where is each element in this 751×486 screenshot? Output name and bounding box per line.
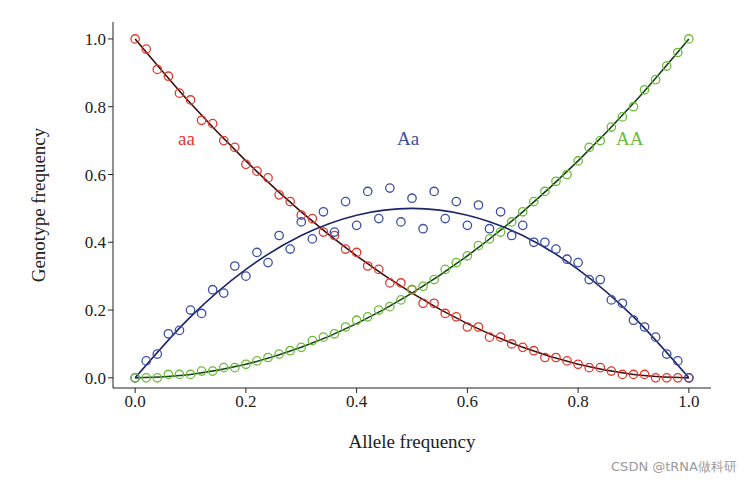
svg-text:0.2: 0.2 [85,301,106,320]
svg-text:0.0: 0.0 [125,392,146,411]
svg-text:Genotype frequency: Genotype frequency [28,127,49,282]
svg-text:Allele frequency: Allele frequency [348,431,476,452]
svg-text:1.0: 1.0 [85,30,106,49]
svg-text:0.4: 0.4 [85,233,107,252]
html-text:aa: aa [178,128,195,149]
svg-text:1.0: 1.0 [678,392,699,411]
html-text:CSDN @tRNA做科研: CSDN @tRNA做科研 [611,459,737,474]
svg-text:0.2: 0.2 [235,392,256,411]
html-text:Aa: Aa [397,128,420,149]
svg-text:0.8: 0.8 [567,392,588,411]
svg-text:0.8: 0.8 [85,98,106,117]
svg-text:0.6: 0.6 [85,166,106,185]
svg-text:0.0: 0.0 [85,369,106,388]
svg-text:0.4: 0.4 [346,392,368,411]
html-text:AA: AA [616,128,644,149]
svg-text:0.6: 0.6 [457,392,478,411]
